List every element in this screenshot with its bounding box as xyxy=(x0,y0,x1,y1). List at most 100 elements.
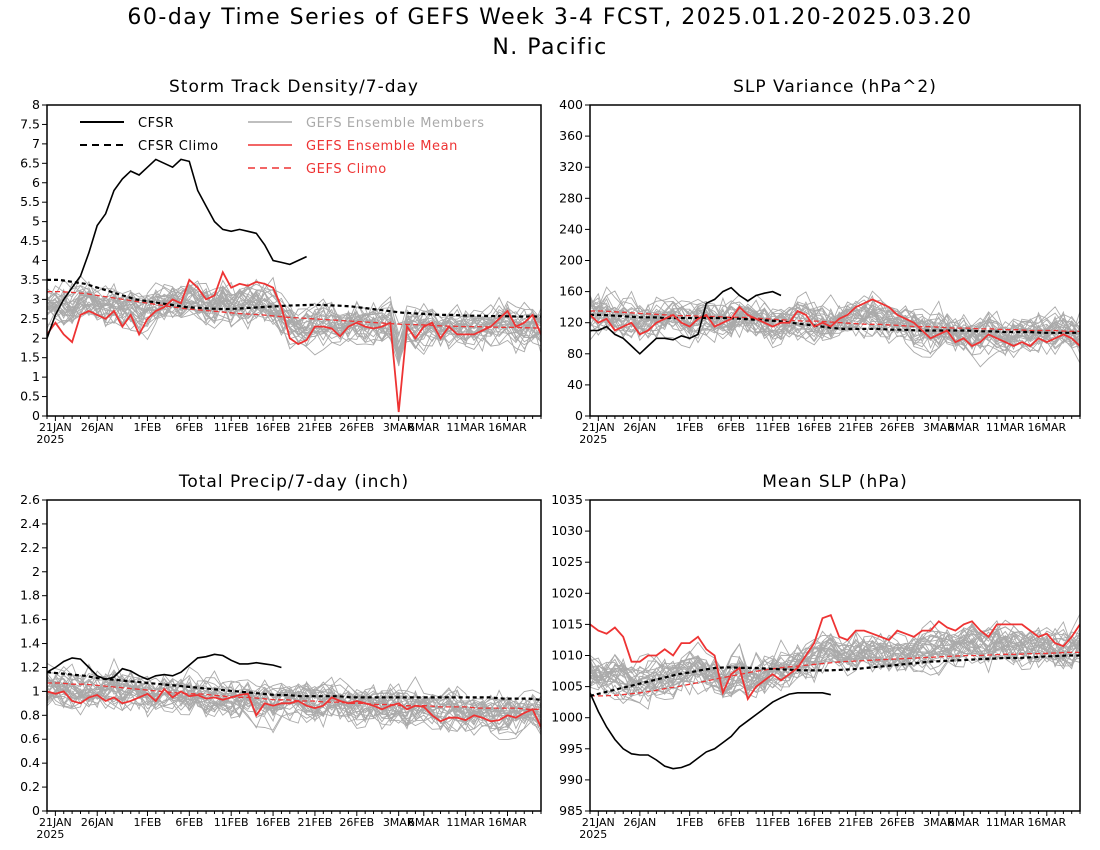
legend-label: CFSR xyxy=(138,116,174,131)
chart-panel-3: Total Precip/7-day (inch)00.20.40.60.811… xyxy=(20,472,542,841)
cfsr-climo-line xyxy=(47,671,541,701)
ensemble-member-line xyxy=(590,299,1080,354)
y-tick-label: 2 xyxy=(32,330,40,345)
legend-label: GEFS Climo xyxy=(306,162,387,177)
ensemble-member-line xyxy=(47,671,541,725)
x-tick-label: 11MAR xyxy=(986,816,1025,829)
y-axis: 0 0.2 0.4 0.6 0.8 1 1.2 1.4 1.6 1.8 2 2.2 2.4 2.6 xyxy=(20,492,47,818)
ensemble-mean-line xyxy=(590,613,1080,702)
ensemble-members xyxy=(590,286,1080,368)
x-tick-label: 6MAR xyxy=(948,816,980,829)
ensemble-member-line xyxy=(590,634,1080,685)
plot-area xyxy=(590,613,1080,770)
panel-title: Storm Track Density/7-day xyxy=(169,77,419,97)
x-tick-label: 6MAR xyxy=(408,816,440,829)
y-tick-label: 995 xyxy=(559,741,583,756)
y-tick-label: 990 xyxy=(559,772,583,787)
x-axis: 21JAN 26JAN 1FEB 6FEB 11FEB 16FEB 21FEB 26FEB 3M… xyxy=(36,811,542,841)
x-tick-label: 16MAR xyxy=(488,421,527,434)
y-axis: 0 40 80 120 160 200 240 280 320 360 400 xyxy=(559,97,590,423)
x-tick-label: 11FEB xyxy=(214,816,249,829)
panel-title: Total Precip/7-day (inch) xyxy=(178,472,409,492)
y-tick-label: 1 xyxy=(32,369,40,384)
x-year-label: 2025 xyxy=(579,433,607,446)
y-tick-label: 2.6 xyxy=(20,492,40,507)
y-tick-label: 160 xyxy=(559,284,583,299)
chart-panel-1: Storm Track Density/7-day 0 0.5 1 1.5 2 2.5 3 3.… xyxy=(20,77,542,446)
ensemble-member-line xyxy=(590,296,1080,359)
x-tick-label: 3MAR xyxy=(383,421,415,434)
ensemble-member-line xyxy=(590,302,1080,356)
x-axis: 21JAN 26JAN 1FEB 6FEB 11FEB 16FEB 21FEB 26FEB 3M… xyxy=(579,811,1081,841)
x-tick-label: 21JAN xyxy=(39,421,72,434)
y-tick-label: 2.5 xyxy=(20,311,40,326)
y-tick-label: 360 xyxy=(559,128,583,143)
y-tick-label: 0 xyxy=(32,408,40,423)
x-tick-label: 11FEB xyxy=(214,421,249,434)
y-tick-label: 1020 xyxy=(551,585,583,600)
x-tick-label: 16MAR xyxy=(1027,816,1066,829)
ensemble-member-line xyxy=(47,674,541,734)
panel-title: SLP Variance (hPa^2) xyxy=(733,77,937,97)
x-tick-label: 16MAR xyxy=(488,816,527,829)
y-tick-label: 1 xyxy=(32,683,40,698)
x-tick-label: 21FEB xyxy=(838,421,873,434)
y-tick-label: 1005 xyxy=(551,679,583,694)
x-tick-label: 21FEB xyxy=(298,816,333,829)
x-tick-label: 1FEB xyxy=(676,816,704,829)
y-tick-label: 2.2 xyxy=(20,540,40,555)
x-tick-label: 6FEB xyxy=(175,421,203,434)
ensemble-member-line xyxy=(47,675,541,728)
legend-label: CFSR Climo xyxy=(138,139,219,154)
y-tick-label: 0.6 xyxy=(20,731,40,746)
x-tick-label: 6MAR xyxy=(408,421,440,434)
y-tick-label: 1.4 xyxy=(20,636,40,651)
x-tick-label: 1FEB xyxy=(676,421,704,434)
ensemble-member-line xyxy=(590,623,1080,696)
y-tick-label: 2 xyxy=(32,564,40,579)
y-tick-label: 2.4 xyxy=(20,516,40,531)
y-tick-label: 1025 xyxy=(551,554,583,569)
ensemble-member-line xyxy=(47,287,541,356)
plot-frame xyxy=(589,104,1081,417)
ensemble-member-line xyxy=(590,295,1080,351)
x-tick-label: 6FEB xyxy=(717,816,745,829)
x-tick-label: 3MAR xyxy=(923,421,955,434)
y-tick-label: 8 xyxy=(32,97,40,112)
y-tick-label: 0 xyxy=(32,803,40,818)
ensemble-mean-line xyxy=(47,687,541,728)
x-tick-label: 21FEB xyxy=(298,421,333,434)
gefs-climo-line xyxy=(47,682,541,710)
x-tick-label: 16FEB xyxy=(797,421,832,434)
ensemble-members xyxy=(47,275,541,367)
y-tick-label: 0.8 xyxy=(20,707,40,722)
x-tick-label: 21JAN xyxy=(582,421,615,434)
y-tick-label: 3 xyxy=(32,291,40,306)
plot-area xyxy=(47,158,541,413)
chart-title: 60-day Time Series of GEFS Week 3-4 FCST… xyxy=(127,5,973,30)
y-tick-label: 0 xyxy=(575,408,583,423)
x-tick-label: 26FEB xyxy=(339,816,374,829)
y-tick-label: 3.5 xyxy=(20,272,40,287)
x-year-label: 2025 xyxy=(36,433,64,446)
x-tick-label: 26FEB xyxy=(339,421,374,434)
x-tick-label: 21FEB xyxy=(838,816,873,829)
x-tick-label: 16FEB xyxy=(256,816,291,829)
y-tick-label: 5 xyxy=(32,214,40,229)
ensemble-member-line xyxy=(590,630,1080,690)
plot-frame xyxy=(46,104,542,417)
x-year-label: 2025 xyxy=(579,828,607,841)
y-tick-label: 0.4 xyxy=(20,755,40,770)
x-tick-label: 6FEB xyxy=(717,421,745,434)
gefs-climo-line xyxy=(47,290,541,329)
cfsr-climo-line xyxy=(47,278,541,318)
y-tick-label: 0.5 xyxy=(20,389,40,404)
plot-frame xyxy=(46,499,542,812)
plot-area xyxy=(590,286,1080,368)
y-tick-label: 40 xyxy=(567,377,583,392)
x-tick-label: 26JAN xyxy=(81,816,114,829)
chart-subtitle: N. Pacific xyxy=(492,35,608,60)
legend: CFSR CFSR Climo GEFS Ensemble Members GEFS … xyxy=(80,116,484,177)
cfsr-climo-line xyxy=(590,654,1080,697)
